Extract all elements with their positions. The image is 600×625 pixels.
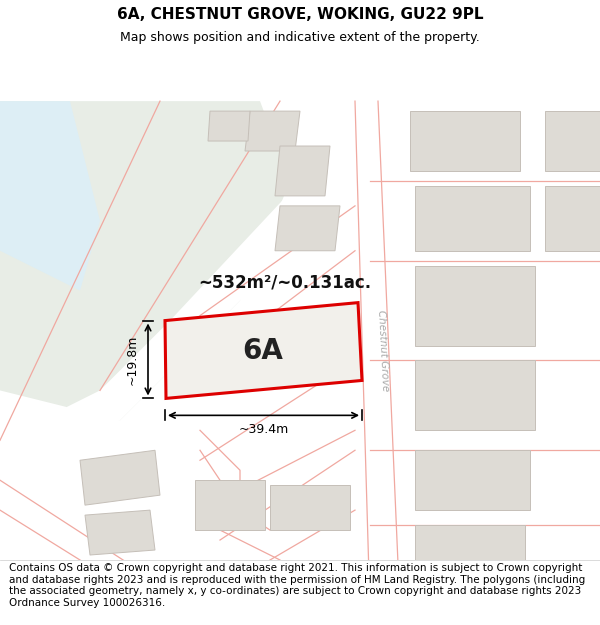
Polygon shape	[208, 111, 250, 141]
Text: Contains OS data © Crown copyright and database right 2021. This information is : Contains OS data © Crown copyright and d…	[9, 563, 585, 608]
Text: 6A: 6A	[242, 336, 283, 364]
Polygon shape	[85, 510, 155, 555]
Polygon shape	[0, 101, 100, 291]
Polygon shape	[275, 146, 330, 196]
Text: ~532m²/~0.131ac.: ~532m²/~0.131ac.	[199, 274, 371, 292]
Polygon shape	[195, 480, 265, 530]
Text: Map shows position and indicative extent of the property.: Map shows position and indicative extent…	[120, 31, 480, 44]
Polygon shape	[275, 206, 340, 251]
Text: ~19.8m: ~19.8m	[125, 334, 139, 384]
Polygon shape	[0, 101, 290, 421]
Polygon shape	[245, 111, 300, 151]
Polygon shape	[80, 450, 160, 505]
Text: ~39.4m: ~39.4m	[238, 423, 289, 436]
Polygon shape	[355, 101, 400, 610]
Polygon shape	[415, 361, 535, 431]
Polygon shape	[545, 111, 600, 171]
Polygon shape	[410, 111, 520, 171]
Text: Chestnut Grove: Chestnut Grove	[376, 309, 390, 391]
Polygon shape	[165, 302, 362, 398]
Polygon shape	[415, 266, 535, 346]
Polygon shape	[415, 525, 525, 560]
Polygon shape	[0, 101, 355, 480]
Polygon shape	[545, 186, 600, 251]
Polygon shape	[415, 450, 530, 510]
Text: 6A, CHESTNUT GROVE, WOKING, GU22 9PL: 6A, CHESTNUT GROVE, WOKING, GU22 9PL	[117, 7, 483, 22]
Polygon shape	[415, 186, 530, 251]
Polygon shape	[270, 485, 350, 530]
